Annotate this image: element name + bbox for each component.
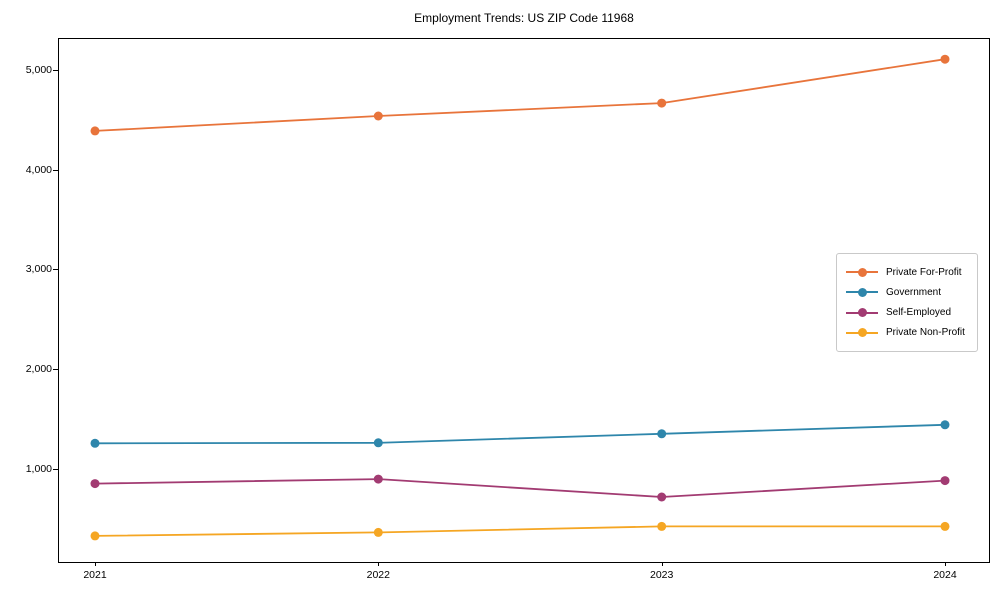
y-axis-tick — [53, 269, 58, 271]
data-point-marker — [657, 521, 667, 531]
data-point-marker — [940, 420, 950, 430]
data-point-marker — [373, 474, 383, 484]
y-axis-tick — [53, 468, 58, 470]
x-tick-label: 2024 — [933, 569, 957, 581]
y-tick-label: 2,000 — [25, 363, 52, 375]
chart-title: Employment Trends: US ZIP Code 11968 — [414, 11, 634, 25]
y-tick-label: 5,000 — [25, 64, 52, 77]
y-axis-tick — [53, 369, 58, 370]
y-tick-label: 4,000 — [25, 163, 52, 176]
data-point-marker — [940, 476, 950, 486]
legend-item-self-employed: Self-Employed — [846, 303, 968, 323]
data-point-marker — [90, 531, 100, 541]
series-line — [94, 525, 945, 537]
series-line — [94, 423, 946, 445]
series-line — [94, 58, 946, 132]
x-axis-tick — [945, 562, 946, 566]
y-axis-tick — [53, 169, 58, 171]
legend-marker-icon — [846, 287, 878, 297]
legend-item-private-non-profit: Private Non-Profit — [846, 323, 968, 343]
data-point-marker — [940, 54, 950, 64]
data-point-marker — [373, 438, 383, 448]
legend-label: Private For-Profit — [886, 266, 962, 278]
legend-item-private-for-profit: Private For-Profit — [846, 262, 968, 282]
legend-label: Self-Employed — [886, 307, 952, 319]
plot-frame — [58, 38, 990, 563]
data-point-marker — [940, 521, 950, 531]
y-tick-label: 3,000 — [25, 263, 52, 276]
legend: Private For-Profit Government Self-Emplo… — [836, 253, 978, 352]
x-axis-tick — [95, 562, 96, 566]
legend-label: Government — [886, 286, 942, 298]
y-tick-label: 1,000 — [25, 462, 52, 475]
legend-item-government: Government — [846, 282, 968, 302]
legend-marker-icon — [846, 328, 878, 338]
y-axis-tick — [53, 70, 58, 72]
plot-area — [90, 54, 950, 541]
data-point-marker — [657, 492, 667, 502]
data-point-marker — [90, 479, 100, 489]
x-tick-label: 2021 — [83, 569, 107, 581]
data-point-marker — [373, 111, 383, 121]
legend-marker-icon — [846, 267, 878, 277]
legend-marker-icon — [846, 308, 878, 318]
x-tick-label: 2023 — [650, 569, 674, 581]
data-point-marker — [90, 438, 100, 448]
data-point-marker — [373, 527, 383, 537]
x-axis-tick — [378, 562, 380, 566]
legend-label: Private Non-Profit — [886, 327, 965, 339]
x-tick-label: 2022 — [366, 569, 390, 581]
series-line — [94, 478, 946, 498]
data-point-marker — [90, 126, 100, 136]
data-point-marker — [657, 429, 667, 439]
data-point-marker — [657, 98, 667, 108]
x-axis-tick — [661, 562, 663, 566]
